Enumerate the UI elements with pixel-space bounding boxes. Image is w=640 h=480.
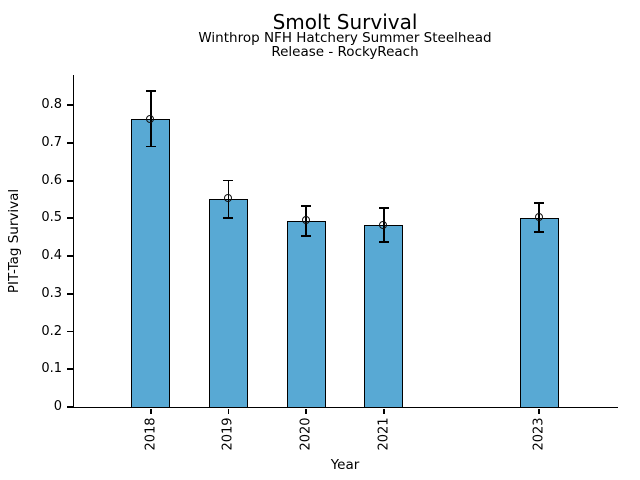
y-tick-0.2 — [67, 330, 73, 333]
y-tick-0.8 — [67, 104, 73, 107]
y-tick-0.5 — [67, 217, 73, 220]
x-tick-2019 — [227, 409, 230, 414]
chart-subtitle-line2: Release - RockyReach — [271, 44, 419, 60]
y-tick-label-0.6: 0.6 — [41, 172, 62, 188]
error-cap-top-2019 — [223, 179, 234, 182]
mean-marker-2020 — [301, 216, 310, 225]
mean-marker-2023 — [534, 213, 543, 221]
error-cap-bottom-2018 — [145, 145, 156, 148]
error-cap-bottom-2023 — [534, 231, 545, 233]
bar-2018 — [131, 119, 171, 408]
bar-2021 — [364, 225, 404, 408]
y-tick-0.1 — [67, 368, 73, 371]
y-tick-0.7 — [67, 142, 73, 144]
bar-2019 — [209, 198, 248, 408]
error-cap-top-2020 — [301, 205, 312, 207]
y-tick-label-0.5: 0.5 — [41, 210, 62, 226]
y-tick-label-0.2: 0.2 — [41, 323, 62, 339]
error-cap-bottom-2020 — [301, 235, 312, 237]
y-tick-0.4 — [67, 255, 73, 257]
x-tick-2020 — [305, 409, 308, 414]
x-tick-label-2021: 2021 — [376, 417, 392, 451]
y-tick-label-0.8: 0.8 — [41, 97, 62, 113]
x-axis-label: Year — [330, 457, 360, 473]
y-tick-label-0.3: 0.3 — [41, 285, 62, 301]
error-cap-bottom-2019 — [223, 217, 234, 219]
error-cap-top-2021 — [378, 207, 389, 209]
x-tick-label-2018: 2018 — [143, 417, 159, 451]
bar-2020 — [286, 221, 326, 408]
y-tick-0.3 — [67, 292, 73, 295]
y-tick-0.6 — [67, 179, 73, 182]
y-tick-label-0.7: 0.7 — [41, 134, 62, 150]
plot-area — [73, 75, 618, 408]
error-cap-bottom-2021 — [378, 240, 389, 243]
chart-subtitle-line1: Winthrop NFH Hatchery Summer Steelhead — [198, 30, 492, 46]
bar-2023 — [519, 217, 559, 408]
x-tick-2018 — [149, 409, 152, 414]
error-cap-top-2023 — [534, 202, 545, 205]
y-tick-0 — [67, 406, 73, 408]
x-tick-label-2020: 2020 — [298, 417, 314, 451]
x-tick-2023 — [538, 409, 541, 414]
x-tick-label-2019: 2019 — [220, 417, 236, 451]
mean-marker-2018 — [146, 114, 155, 123]
y-tick-label-0: 0 — [53, 399, 62, 414]
y-tick-label-0.4: 0.4 — [41, 248, 62, 264]
x-tick-2021 — [382, 409, 385, 414]
y-axis-label: PIT-Tag Survival — [6, 188, 22, 294]
error-cap-top-2018 — [145, 90, 156, 92]
y-tick-label-0.1: 0.1 — [41, 361, 62, 377]
mean-marker-2019 — [223, 194, 232, 203]
mean-marker-2021 — [379, 220, 388, 229]
chart-title: Smolt Survival — [272, 10, 418, 34]
x-tick-label-2023: 2023 — [531, 417, 547, 451]
